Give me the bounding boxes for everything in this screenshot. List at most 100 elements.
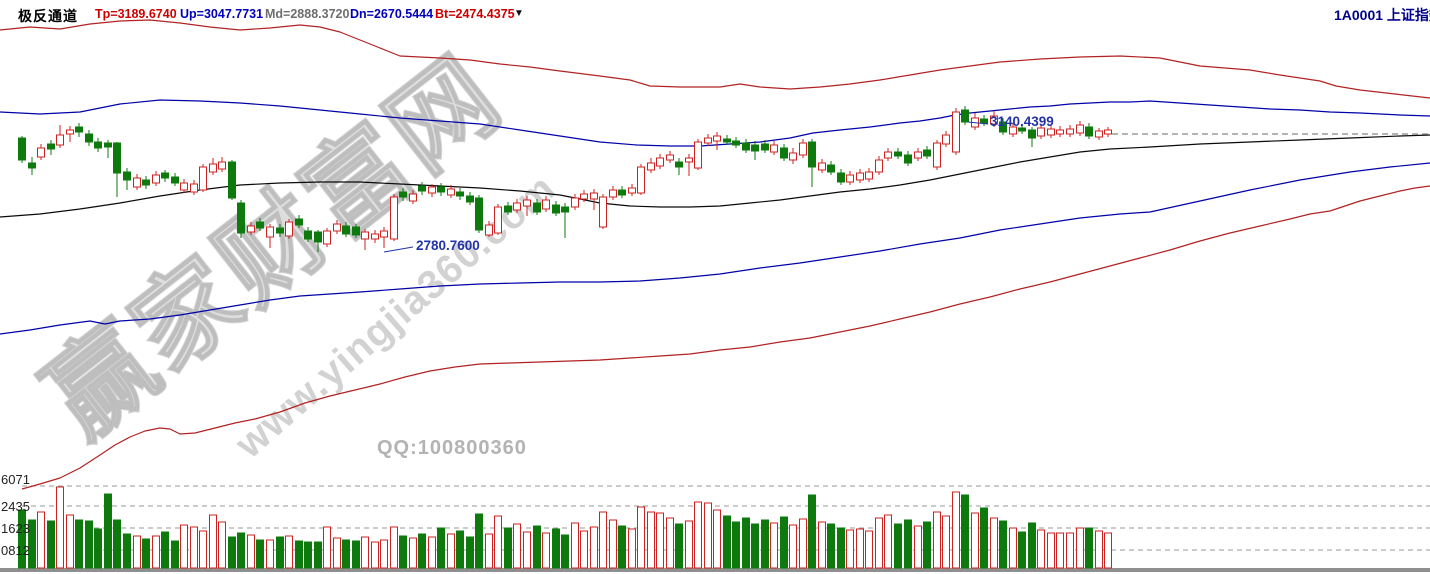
- candle-body: [218, 161, 226, 170]
- volume-bar: [1076, 527, 1084, 569]
- channel-line-md: [0, 134, 1430, 218]
- candle-body: [152, 174, 160, 184]
- volume-bar: [56, 486, 64, 569]
- volume-bar: [133, 535, 141, 569]
- volume-bar: [371, 541, 379, 569]
- volume-bar: [818, 521, 826, 569]
- candle-body: [428, 186, 436, 194]
- candle-body: [1076, 124, 1084, 134]
- volume-bar: [1104, 532, 1112, 569]
- volume-bar: [628, 528, 636, 569]
- candle-body: [133, 177, 141, 188]
- candle-body: [618, 189, 626, 196]
- volume-bar: [751, 523, 759, 569]
- volume-bar: [761, 519, 769, 569]
- candle-body: [352, 226, 360, 236]
- candle-body: [656, 157, 664, 167]
- candle-body: [437, 186, 445, 193]
- candle-body: [761, 143, 769, 151]
- volume-bar: [894, 523, 902, 569]
- volume-bar: [475, 513, 483, 569]
- candle-body: [66, 129, 74, 135]
- candle-body: [894, 151, 902, 157]
- candle-body: [827, 164, 835, 173]
- volume-bar: [1085, 527, 1093, 569]
- candle-body: [846, 174, 854, 183]
- candle-body: [123, 171, 131, 181]
- volume-bar: [190, 526, 198, 569]
- volume-bar: [428, 536, 436, 569]
- volume-bar: [770, 522, 778, 569]
- candle-body: [523, 199, 531, 207]
- candle-body: [209, 163, 217, 173]
- volume-bar: [28, 519, 36, 569]
- price-annotation: 2780.7600: [416, 238, 480, 253]
- candle-body: [923, 149, 931, 157]
- volume-bar: [875, 517, 883, 569]
- volume-bar: [94, 528, 102, 569]
- candle-body: [904, 154, 912, 164]
- candle-body: [808, 141, 816, 168]
- volume-bar: [75, 519, 83, 569]
- dropdown-arrow-icon[interactable]: ▼: [514, 8, 524, 19]
- volume-bar: [447, 533, 455, 569]
- volume-bar: [694, 501, 702, 569]
- candle-body: [789, 152, 797, 161]
- candle-body: [1085, 126, 1093, 137]
- volume-bar: [1066, 532, 1074, 569]
- volume-bar: [884, 514, 892, 569]
- candle-body: [1028, 129, 1036, 139]
- candle-body: [237, 202, 245, 234]
- candle-body: [571, 197, 579, 208]
- volume-bar: [513, 523, 521, 569]
- volume-bar: [276, 536, 284, 569]
- candle-body: [599, 196, 607, 228]
- volume-bar: [552, 528, 560, 569]
- candle-body: [751, 144, 759, 152]
- volume-bar: [171, 540, 179, 569]
- candle-body: [199, 166, 207, 191]
- volume-bar: [380, 539, 388, 569]
- indicator-value-dn: Dn=2670.5444: [350, 7, 434, 21]
- volume-bar: [199, 530, 207, 569]
- candle-body: [104, 142, 112, 148]
- volume-bar: [980, 507, 988, 569]
- volume-bar: [85, 520, 93, 569]
- candle-body: [390, 196, 398, 240]
- volume-bar: [808, 494, 816, 569]
- volume-axis-label: 0812: [1, 543, 30, 558]
- candle-body: [875, 159, 883, 173]
- volume-bar: [580, 530, 588, 569]
- volume-bar: [914, 525, 922, 569]
- volume-bar: [142, 538, 150, 569]
- volume-bar: [933, 511, 941, 569]
- volume-bar: [647, 511, 655, 569]
- candle-body: [799, 142, 807, 156]
- candle-body: [371, 233, 379, 240]
- candle-body: [161, 172, 169, 179]
- volume-baseline: [0, 568, 1430, 572]
- volume-axis-label: 2435: [1, 499, 30, 514]
- candle-body: [190, 183, 198, 193]
- volume-bar: [999, 520, 1007, 569]
- volume-bar: [1018, 531, 1026, 569]
- candle-body: [113, 142, 121, 174]
- volume-bar: [704, 502, 712, 569]
- candle-body: [990, 115, 998, 125]
- candle-body: [533, 202, 541, 213]
- candle-body: [1095, 130, 1103, 138]
- volume-bar: [571, 522, 579, 569]
- volume-bar: [104, 493, 112, 569]
- volume-bar: [504, 527, 512, 569]
- candle-body: [580, 193, 588, 200]
- candle-body: [247, 225, 255, 233]
- volume-bar: [666, 517, 674, 569]
- candle-body: [56, 134, 64, 146]
- volume-bar: [618, 525, 626, 569]
- candle-body: [1047, 128, 1055, 136]
- candle-body: [361, 231, 369, 240]
- candle-body: [228, 161, 236, 199]
- volume-bar: [228, 536, 236, 569]
- candle-body: [485, 224, 493, 236]
- channel-line-bt: [21, 185, 1430, 490]
